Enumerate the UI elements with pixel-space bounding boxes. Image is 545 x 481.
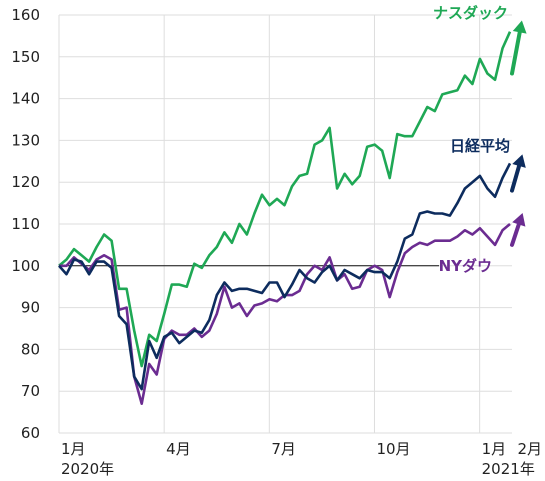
series-group bbox=[58, 20, 527, 405]
x-tick-label: 7月 bbox=[271, 440, 296, 458]
y-tick-label: 90 bbox=[21, 299, 40, 317]
x-tick-label: 10月 bbox=[376, 440, 410, 458]
x-axis-ticks: 1月 2020年 4月 7月 10月 1月 2021年 2月 bbox=[61, 440, 542, 478]
y-tick-label: 110 bbox=[11, 215, 40, 233]
x-tick-year-label: 2021年 bbox=[482, 460, 535, 478]
series-label-0: ナスダック bbox=[433, 4, 508, 22]
trend-arrow-head bbox=[512, 213, 526, 227]
series-line-0 bbox=[58, 31, 512, 368]
y-axis-ticks: 60 70 80 90 100 110 120 130 140 150 160 bbox=[11, 6, 40, 442]
y-tick-label: 120 bbox=[11, 173, 40, 191]
y-tick-label: 150 bbox=[11, 48, 40, 66]
series-line-1 bbox=[58, 162, 512, 391]
y-tick-label: 130 bbox=[11, 131, 40, 149]
series-label-1: 日経平均 bbox=[450, 137, 510, 155]
x-tick-label: 1月 bbox=[482, 440, 507, 458]
series-label-2: NYダウ bbox=[439, 257, 492, 275]
y-tick-label: 100 bbox=[11, 257, 40, 275]
y-tick-label: 60 bbox=[21, 424, 40, 442]
x-tick-year-label: 2020年 bbox=[61, 460, 114, 478]
x-tick-label: 1月 bbox=[61, 440, 86, 458]
y-tick-label: 80 bbox=[21, 340, 40, 358]
y-tick-label: 140 bbox=[11, 90, 40, 108]
series-line-2 bbox=[59, 223, 511, 405]
trend-arrow-head bbox=[512, 154, 526, 168]
x-tick-label: 4月 bbox=[166, 440, 191, 458]
y-tick-label: 70 bbox=[21, 382, 40, 400]
x-tick-label: 2月 bbox=[517, 440, 542, 458]
grid bbox=[58, 14, 512, 434]
y-tick-label: 160 bbox=[11, 6, 40, 24]
trend-arrow-head bbox=[512, 20, 527, 34]
trend-arrow-shaft bbox=[510, 23, 523, 76]
